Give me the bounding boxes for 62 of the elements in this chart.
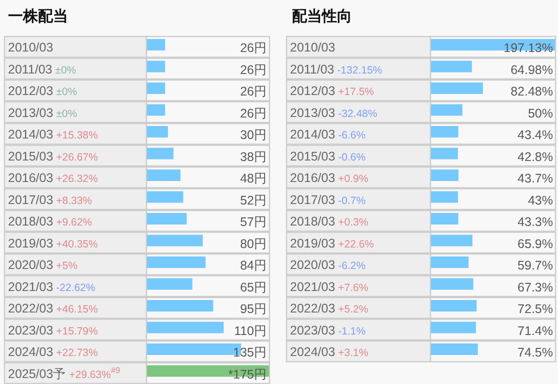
data-label: 65円	[240, 280, 267, 294]
data-label: 52円	[240, 193, 267, 208]
data-label: 26円	[240, 62, 267, 77]
y-tick-label: 2020/03 +5%	[8, 258, 78, 272]
y-tick-label: 2022/03 +5.2%	[290, 302, 368, 316]
data-label: 135円	[233, 346, 267, 360]
y-tick-label: 2016/03 +0.9%	[290, 171, 368, 185]
y-tick-label: 2011/03 -132.15%	[290, 62, 382, 76]
y-tick-label: 2011/03 ±0%	[8, 62, 76, 76]
data-label: 59.7%	[518, 258, 553, 272]
y-tick-label: 2010/03	[8, 40, 54, 54]
data-label: 43.4%	[518, 128, 553, 142]
data-label: 80円	[240, 236, 267, 251]
data-label: 43.7%	[518, 172, 553, 186]
data-label: 74.5%	[518, 346, 553, 360]
y-tick-label: 2018/03 +9.62%	[8, 214, 92, 228]
y-tick-label: 2018/03 +0.3%	[290, 214, 368, 228]
y-tick-label: 2020/03 -6.2%	[290, 258, 366, 272]
data-label: 64.98%	[510, 62, 553, 77]
y-tick-label: 2016/03 +26.32%	[8, 171, 98, 185]
data-label: 43%	[528, 193, 553, 208]
y-tick-label: 2015/03 +26.67%	[8, 149, 98, 164]
data-label: 48円	[240, 172, 267, 186]
y-tick-label: 2014/03 -6.6%	[290, 128, 366, 142]
y-tick-label: 2025/03予 +29.63%$^{#9}$	[8, 364, 121, 381]
y-tick-label: 2019/03 +22.6%	[290, 236, 374, 250]
data-label: 42.8%	[518, 150, 553, 164]
y-tick-label: 2024/03 +22.73%	[8, 345, 98, 359]
y-tick-label: 2021/03 +7.6%	[290, 280, 368, 294]
data-label: 82.48%	[510, 84, 553, 98]
y-tick-label: 2021/03 -22.62%	[8, 280, 96, 294]
y-tick-label: 2015/03 -0.6%	[290, 149, 366, 164]
chart-title: 一株配当	[8, 8, 68, 25]
data-label: 26円	[240, 84, 267, 98]
y-tick-label: 2022/03 +46.15%	[8, 302, 98, 316]
y-tick-label: 2023/03 -1.1%	[290, 323, 366, 338]
data-label: 95円	[240, 302, 267, 316]
y-tick-label: 2010/03	[290, 40, 336, 54]
data-label: 71.4%	[518, 324, 553, 338]
data-label: 67.3%	[518, 280, 553, 294]
y-tick-label: 2013/03 ±0%	[8, 106, 78, 120]
y-tick-label: 2024/03 +3.1%	[290, 345, 368, 359]
y-tick-label: 2023/03 +15.79%	[8, 323, 98, 338]
y-tick-label: 2012/03 +17.5%	[290, 84, 374, 98]
chart-title: 配当性向	[292, 8, 352, 25]
data-label: 72.5%	[518, 302, 553, 316]
data-label: 50%	[528, 106, 553, 120]
data-label: 43.3%	[518, 215, 553, 229]
y-tick-label: 2019/03 +40.35%	[8, 236, 98, 250]
data-label: 30円	[240, 128, 267, 142]
y-tick-label: 2014/03 +15.38%	[8, 128, 98, 142]
data-label: 26円	[240, 106, 267, 120]
data-label: 57円	[240, 215, 267, 229]
y-tick-label: 2012/03 ±0%	[8, 84, 78, 98]
data-label: 110円	[234, 324, 267, 338]
y-tick-label: 2013/03 -32.48%	[290, 106, 378, 120]
y-tick-label: 2017/03 +8.33%	[8, 192, 92, 207]
data-label: 26円	[240, 41, 267, 55]
y-tick-label: 2017/03 -0.7%	[290, 192, 366, 207]
data-label: 65.9%	[518, 236, 553, 251]
data-label: 38円	[240, 150, 267, 164]
data-label: 84円	[240, 258, 267, 272]
